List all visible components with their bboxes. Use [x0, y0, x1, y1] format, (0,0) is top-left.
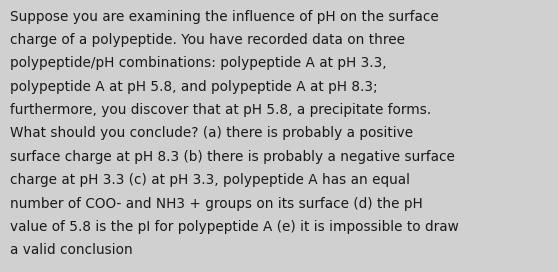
- Text: value of 5.8 is the pI for polypeptide A (e) it is impossible to draw: value of 5.8 is the pI for polypeptide A…: [10, 220, 459, 234]
- Text: charge at pH 3.3 (c) at pH 3.3, polypeptide A has an equal: charge at pH 3.3 (c) at pH 3.3, polypept…: [10, 173, 410, 187]
- Text: a valid conclusion: a valid conclusion: [10, 243, 133, 257]
- Text: number of COO- and NH3 + groups on its surface (d) the pH: number of COO- and NH3 + groups on its s…: [10, 197, 423, 211]
- Text: surface charge at pH 8.3 (b) there is probably a negative surface: surface charge at pH 8.3 (b) there is pr…: [10, 150, 455, 164]
- Text: Suppose you are examining the influence of pH on the surface: Suppose you are examining the influence …: [10, 10, 439, 23]
- Text: What should you conclude? (a) there is probably a positive: What should you conclude? (a) there is p…: [10, 126, 413, 140]
- Text: charge of a polypeptide. You have recorded data on three: charge of a polypeptide. You have record…: [10, 33, 405, 47]
- Text: furthermore, you discover that at pH 5.8, a precipitate forms.: furthermore, you discover that at pH 5.8…: [10, 103, 431, 117]
- Text: polypeptide/pH combinations: polypeptide A at pH 3.3,: polypeptide/pH combinations: polypeptide…: [10, 56, 387, 70]
- Text: polypeptide A at pH 5.8, and polypeptide A at pH 8.3;: polypeptide A at pH 5.8, and polypeptide…: [10, 80, 378, 94]
